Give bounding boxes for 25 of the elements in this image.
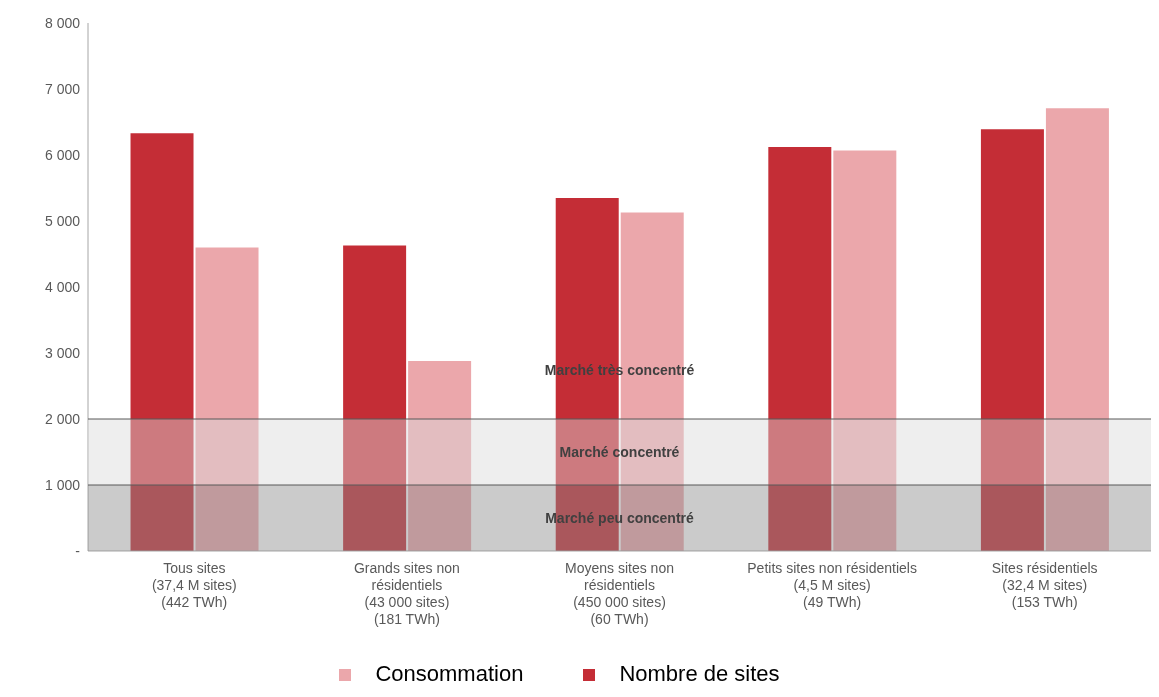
- y-tick-label: 3 000: [44, 344, 81, 361]
- y-tick-label: 7 000: [44, 80, 81, 97]
- bar: [768, 147, 832, 551]
- legend-label: Nombre de sites: [619, 661, 780, 686]
- legend-label: Consommation: [375, 661, 524, 686]
- x-tick-label: Grands sites non résidentiels (43 000 sites) (181 TWh): [353, 560, 460, 627]
- bar: [130, 133, 194, 551]
- bar: [833, 150, 897, 551]
- x-tick-label: Sites résidentiels (32,4 M sites) (153 TWh): [991, 560, 1098, 610]
- band-label: Marché concentré: [559, 444, 680, 460]
- y-tick-label: 1 000: [44, 476, 81, 493]
- y-tick-label: 8 000: [44, 14, 81, 31]
- y-tick-label: 5 000: [44, 212, 81, 229]
- bar: [1045, 108, 1109, 551]
- x-tick-label: Petits sites non résidentiels (4,5 M sites) (49 TWh): [747, 560, 917, 610]
- x-tick-label: Moyens sites non résidentiels (450 000 sites) (60 TWh): [565, 560, 674, 627]
- bar: [408, 360, 472, 551]
- y-tick-label: 2 000: [44, 410, 81, 427]
- x-tick-label: Tous sites (37,4 M sites) (442 TWh): [151, 560, 237, 610]
- y-tick-label: -: [75, 542, 81, 559]
- y-tick-label: 6 000: [44, 146, 81, 163]
- y-tick-label: 4 000: [44, 278, 81, 295]
- bar: [980, 129, 1044, 551]
- bar: [195, 247, 259, 551]
- bar: [343, 245, 407, 551]
